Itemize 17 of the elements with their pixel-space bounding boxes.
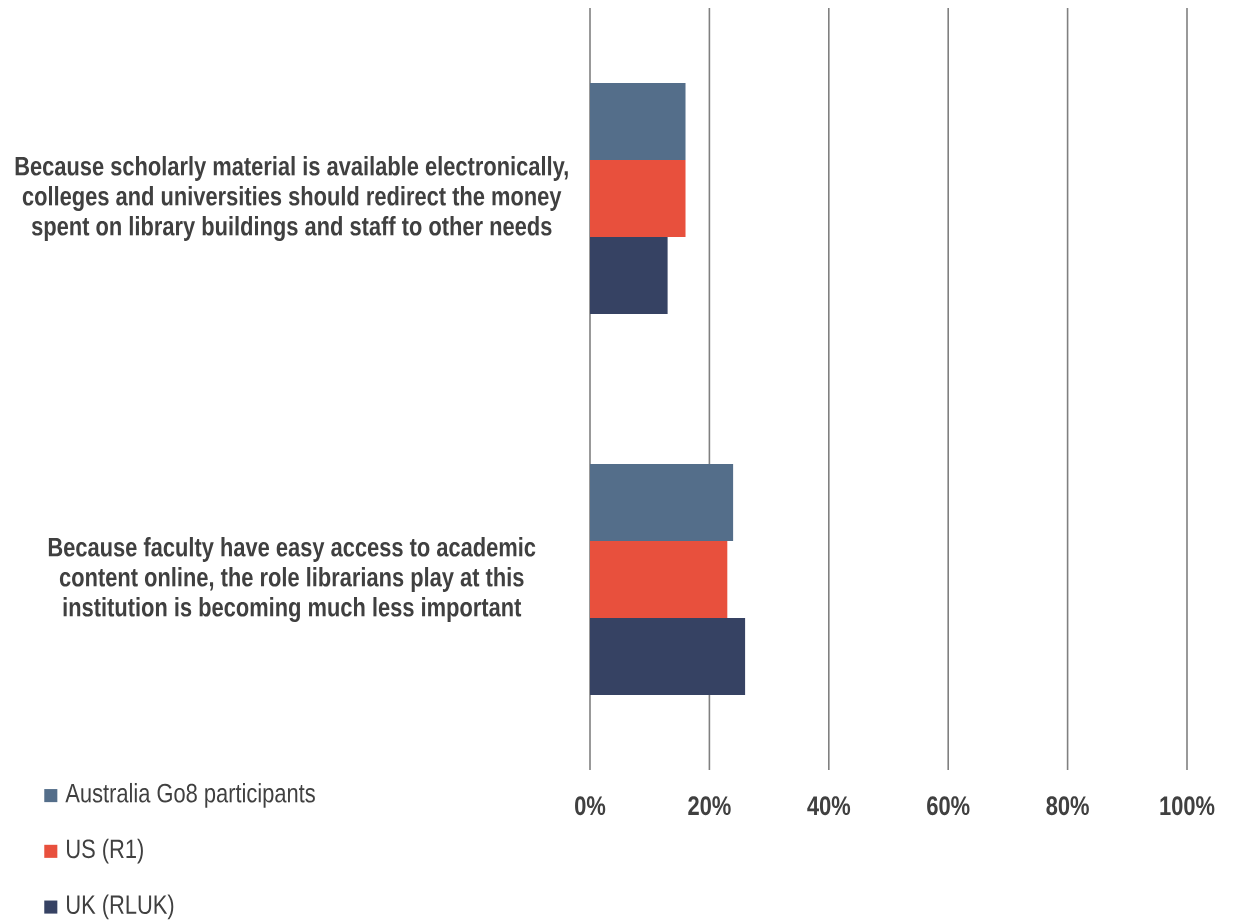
bar xyxy=(590,83,686,160)
x-tick-label: 100% xyxy=(1160,796,1215,816)
bar xyxy=(590,618,746,695)
y-tick-label: Because scholarly material is available electronically, colleges and universities should redirect the money spent on library buildings and staff to other needs xyxy=(15,156,568,241)
legend-label: US (R1) xyxy=(67,838,143,864)
x-tick-label: 20% xyxy=(688,796,731,816)
bar xyxy=(590,464,734,541)
x-tick-label: 80% xyxy=(1046,796,1089,816)
bar xyxy=(590,541,728,618)
x-tick-label: 0% xyxy=(575,796,606,816)
bar xyxy=(590,160,686,237)
legend-label: UK (RLUK) xyxy=(67,894,174,920)
y-tick-label: Because faculty have easy access to academic content online, the role librarians play at this institution is becoming much less important xyxy=(48,537,536,622)
legend-label: Australia Go8 participants xyxy=(65,782,315,808)
x-tick-label: 60% xyxy=(927,796,970,816)
bar xyxy=(590,237,668,314)
x-tick-label: 40% xyxy=(807,796,851,816)
